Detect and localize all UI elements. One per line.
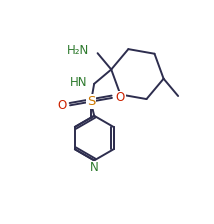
Text: H₂N: H₂N [67,44,89,57]
Text: S: S [87,95,95,108]
Text: O: O [57,99,66,112]
Text: O: O [116,91,125,104]
Text: HN: HN [70,76,87,89]
Text: N: N [90,162,99,174]
